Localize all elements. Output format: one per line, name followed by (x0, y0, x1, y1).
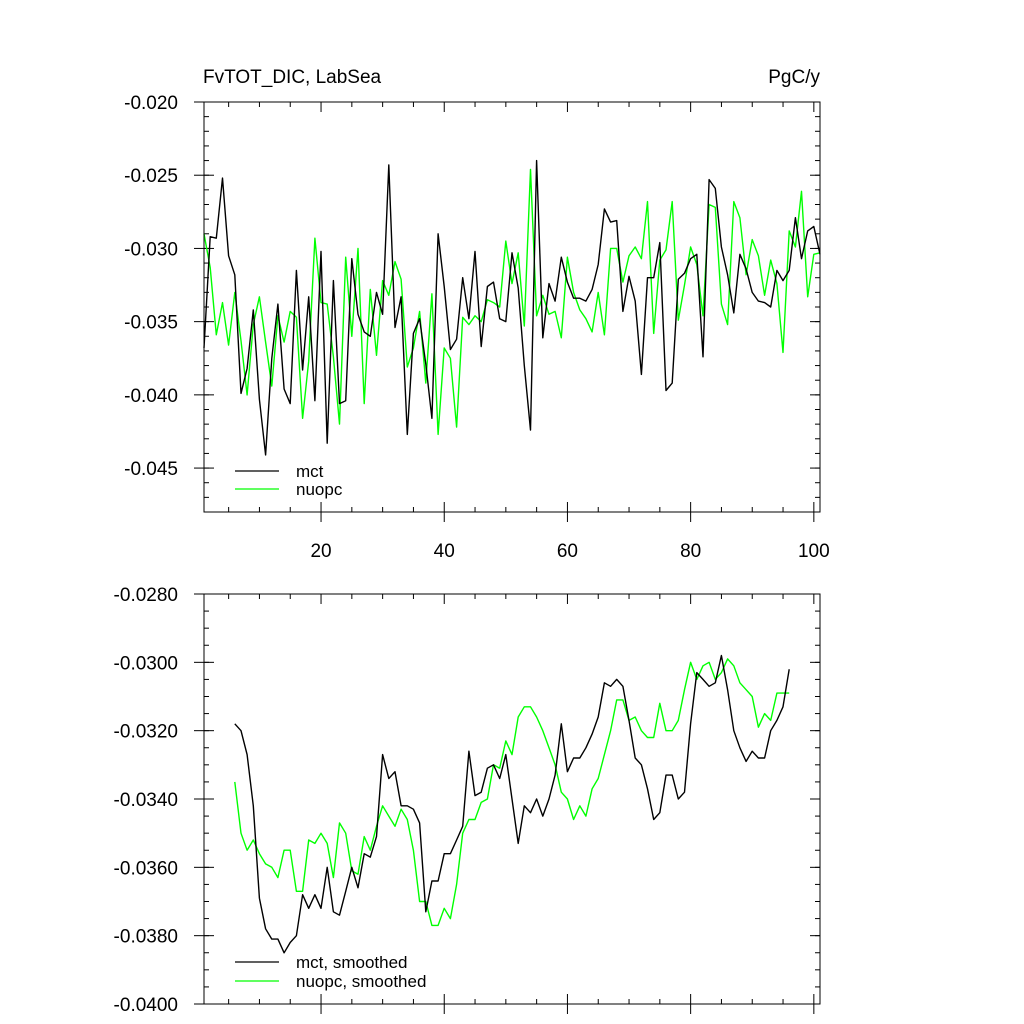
top-legend: mct nuopc (235, 462, 343, 499)
top-chart-title-right: PgC/y (768, 67, 820, 88)
top-x-tick-label: 60 (557, 541, 578, 562)
bot-y-tick-label: -0.0360 (114, 858, 178, 879)
top-y-axis-labels: -0.045 -0.040 -0.035 -0.030 -0.025 -0.020 (124, 93, 178, 480)
top-x-tick-label: 100 (798, 541, 830, 562)
top-legend-label-mct: mct (296, 462, 324, 481)
top-y-tick-label: -0.045 (124, 459, 178, 480)
top-series-lines (203, 159, 821, 456)
top-y-tick-label: -0.030 (124, 239, 178, 260)
top-chart-title-left: FvTOT_DIC, LabSea (203, 67, 382, 88)
bot-y-tick-label: -0.0400 (114, 995, 178, 1016)
top-y-tick-label: -0.025 (124, 166, 178, 187)
top-legend-label-nuopc: nuopc (296, 480, 343, 499)
top-y-tick-label: -0.020 (124, 93, 178, 114)
bottom-legend-label-mct: mct, smoothed (296, 953, 408, 972)
top-plot-frame (203, 101, 821, 513)
top-y-tick-label: -0.040 (124, 386, 178, 407)
bot-series-line-nuopc-smoothed (234, 658, 790, 927)
bottom-axis-ticks (194, 593, 820, 1014)
top-x-tick-label: 40 (434, 541, 455, 562)
bottom-legend: mct, smoothed nuopc, smoothed (235, 953, 426, 991)
bot-y-tick-label: -0.0380 (114, 927, 178, 948)
top-chart-panel: FvTOT_DIC, LabSea PgC/y -0.045-0.040-0.0… (124, 67, 830, 562)
bot-y-tick-label: -0.0320 (114, 722, 178, 743)
top-x-axis-labels: 20 40 60 80 100 (310, 541, 829, 562)
bot-series-line-mct-smoothed (234, 654, 790, 954)
bottom-series-lines (234, 654, 790, 954)
top-x-tick-label: 20 (310, 541, 331, 562)
top-x-tick-label: 80 (680, 541, 701, 562)
bot-y-tick-label: -0.0340 (114, 790, 178, 811)
top-series-line-mct (203, 159, 821, 456)
bot-y-tick-label: -0.0280 (114, 585, 178, 606)
bottom-plot-frame (203, 593, 821, 1005)
top-y-tick-label: -0.035 (124, 313, 178, 334)
bot-y-tick-label: -0.0300 (114, 653, 178, 674)
bottom-legend-label-nuopc: nuopc, smoothed (296, 972, 426, 991)
bottom-chart-panel: -0.0400 -0.0380 -0.0360 -0.0340 -0.0320 -0.03… (114, 585, 821, 1016)
bottom-y-axis-labels: -0.0400 -0.0380 -0.0360 -0.0340 -0.0320 -0.03… (114, 585, 178, 1016)
top-series-line-nuopc (203, 168, 821, 436)
